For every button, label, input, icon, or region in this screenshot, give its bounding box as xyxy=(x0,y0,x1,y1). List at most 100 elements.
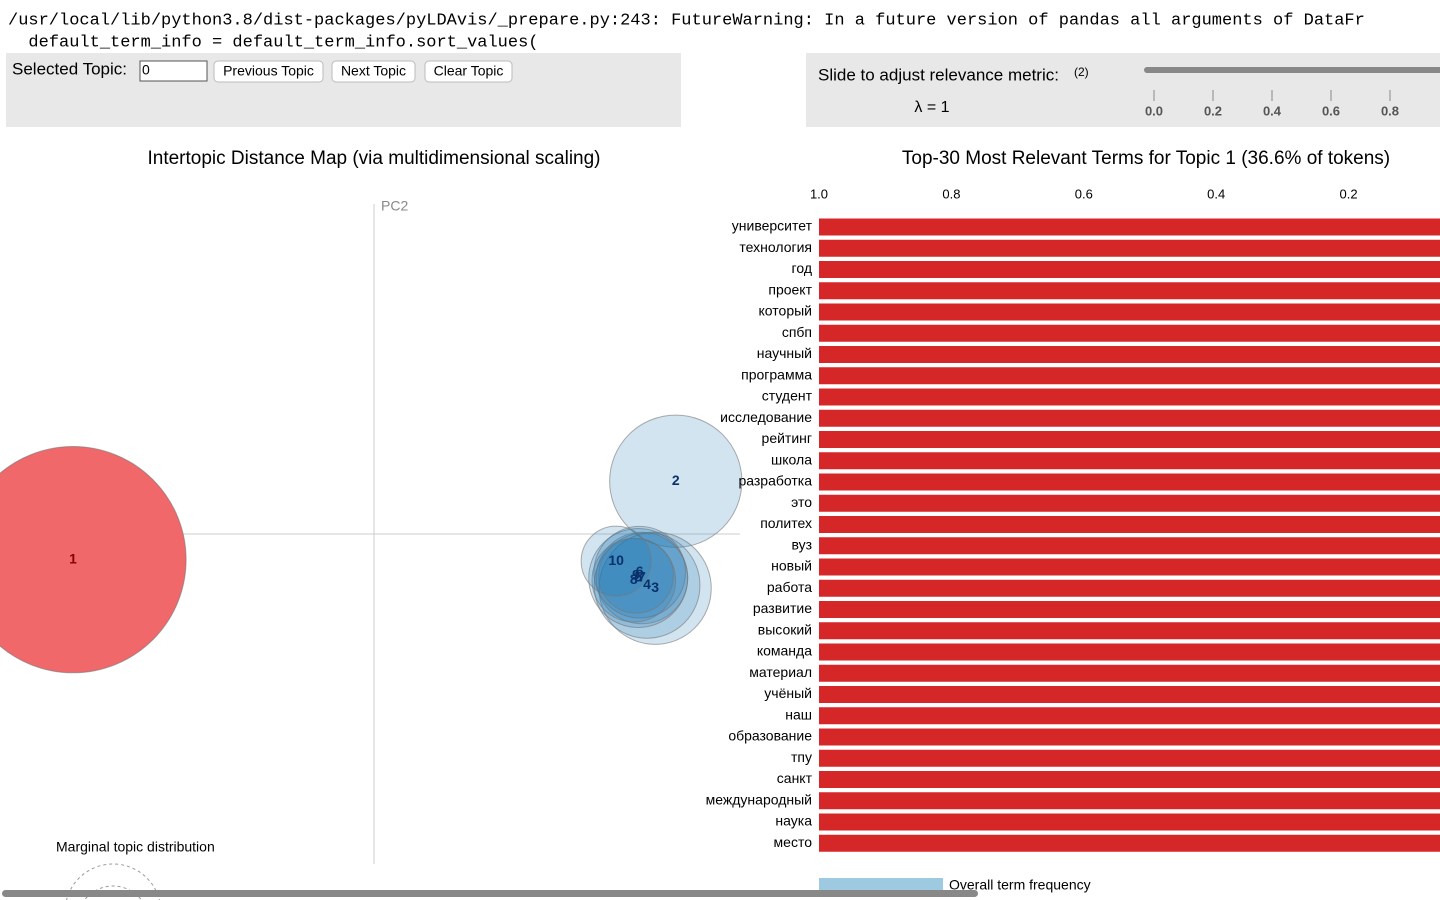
bar[interactable] xyxy=(819,834,1440,852)
term-label[interactable]: политех xyxy=(760,515,812,531)
bar[interactable] xyxy=(819,622,1440,640)
term-label[interactable]: развитие xyxy=(753,600,812,616)
term-label[interactable]: тпу xyxy=(791,749,812,765)
bar[interactable] xyxy=(819,664,1440,682)
button-label[interactable]: Previous Topic xyxy=(223,63,314,79)
marginal-label: Marginal topic distribution xyxy=(56,839,215,855)
slider-track[interactable] xyxy=(1144,67,1440,73)
term-label[interactable]: место xyxy=(774,834,813,850)
slider-tick-label: 0.0 xyxy=(1145,103,1163,118)
button[interactable] xyxy=(424,60,513,83)
bar[interactable] xyxy=(819,516,1440,533)
warning-line: /usr/local/lib/python3.8/dist-packages/p… xyxy=(8,11,1365,30)
button-label[interactable]: Clear Topic xyxy=(434,63,504,79)
bar[interactable] xyxy=(819,409,1440,427)
button[interactable] xyxy=(331,60,416,83)
topic-label[interactable]: 5 xyxy=(634,569,642,585)
bar[interactable] xyxy=(819,707,1440,725)
button-label[interactable]: Next Topic xyxy=(341,63,406,79)
term-label[interactable]: год xyxy=(792,260,812,276)
term-label[interactable]: учёный xyxy=(764,685,812,701)
bar[interactable] xyxy=(819,239,1440,257)
topic-label[interactable]: 10 xyxy=(608,552,624,568)
bar[interactable] xyxy=(819,558,1440,576)
bar[interactable] xyxy=(819,388,1440,406)
bar[interactable] xyxy=(819,303,1440,321)
term-label[interactable]: спбп xyxy=(782,324,812,340)
term-label[interactable]: программа xyxy=(741,366,812,382)
bar[interactable] xyxy=(819,367,1440,385)
bar[interactable] xyxy=(819,473,1440,491)
bar[interactable] xyxy=(819,728,1440,746)
marginal-circles xyxy=(66,863,160,900)
bar[interactable] xyxy=(819,792,1440,810)
topic-label[interactable]: 9 xyxy=(632,567,640,583)
term-label[interactable]: наука xyxy=(775,813,812,829)
topic-label[interactable]: 7 xyxy=(638,569,646,585)
slider-label: Slide to adjust relevance metric: xyxy=(818,65,1059,84)
topic-label[interactable]: 1 xyxy=(69,550,77,566)
term-label[interactable]: школа xyxy=(771,451,812,467)
bar[interactable] xyxy=(819,749,1440,767)
x-tick-label: 0.8 xyxy=(942,186,960,201)
topic-circle[interactable] xyxy=(0,446,187,674)
term-label[interactable]: разработка xyxy=(738,473,812,489)
slider-tick-label: 0.6 xyxy=(1322,103,1340,118)
topic-label[interactable]: 6 xyxy=(636,563,644,579)
bar[interactable] xyxy=(819,686,1440,703)
term-label[interactable]: научный xyxy=(757,345,812,361)
term-label[interactable]: международный xyxy=(706,791,812,807)
term-label[interactable]: университет xyxy=(732,218,813,234)
footnote: (2) xyxy=(1074,65,1089,79)
bar[interactable] xyxy=(819,494,1440,512)
term-label[interactable]: проект xyxy=(768,281,812,297)
bar[interactable] xyxy=(819,537,1440,555)
bar[interactable] xyxy=(819,643,1440,661)
term-label[interactable]: высокий xyxy=(758,621,812,637)
topic-input[interactable] xyxy=(139,60,208,82)
selected-topic-label: Selected Topic: xyxy=(12,59,127,78)
topic-label[interactable]: 2 xyxy=(672,472,680,488)
topic-circle[interactable] xyxy=(580,525,652,597)
bar[interactable] xyxy=(819,813,1440,831)
bar[interactable] xyxy=(819,579,1440,597)
term-label[interactable]: вуз xyxy=(791,536,812,552)
scrollbar[interactable] xyxy=(2,890,978,897)
legend-label: Overall term frequency xyxy=(949,877,1091,893)
term-label[interactable]: наш xyxy=(785,706,812,722)
topic-label[interactable]: 4 xyxy=(643,576,651,592)
term-label[interactable]: новый xyxy=(771,558,812,574)
bar[interactable] xyxy=(819,324,1440,342)
x-tick-label: 0.4 xyxy=(1207,186,1225,201)
bar[interactable] xyxy=(819,431,1440,448)
term-label[interactable]: это xyxy=(791,494,812,510)
topic-label[interactable]: 8 xyxy=(630,571,638,587)
term-label[interactable]: образование xyxy=(728,728,812,744)
map-title: Intertopic Distance Map (via multidimens… xyxy=(147,148,600,169)
topic-label[interactable]: 3 xyxy=(651,579,659,595)
term-label[interactable]: исследование xyxy=(720,409,812,425)
term-label[interactable]: студент xyxy=(762,388,813,404)
bar[interactable] xyxy=(819,282,1440,300)
button[interactable] xyxy=(213,60,324,83)
term-label[interactable]: работа xyxy=(767,579,812,595)
term-label[interactable]: команда xyxy=(757,643,812,659)
term-label[interactable]: который xyxy=(759,303,812,319)
bar[interactable] xyxy=(819,771,1440,788)
term-label[interactable]: санкт xyxy=(777,770,813,786)
term-label[interactable]: рейтинг xyxy=(762,430,812,446)
term-label[interactable]: материал xyxy=(749,664,812,680)
lambda-value: λ = 1 xyxy=(914,99,949,116)
term-label[interactable]: технология xyxy=(739,239,812,255)
bar[interactable] xyxy=(819,218,1440,236)
topic-input-value[interactable]: 0 xyxy=(142,62,150,78)
bar[interactable] xyxy=(819,452,1440,470)
bar[interactable] xyxy=(819,261,1440,278)
bar[interactable] xyxy=(819,346,1440,363)
bar[interactable] xyxy=(819,601,1440,618)
x-tick-label: 0.6 xyxy=(1075,186,1093,201)
topic-circle[interactable] xyxy=(595,531,689,625)
slider-tick-label: 0.8 xyxy=(1381,103,1399,118)
topic-circle[interactable] xyxy=(598,537,674,614)
